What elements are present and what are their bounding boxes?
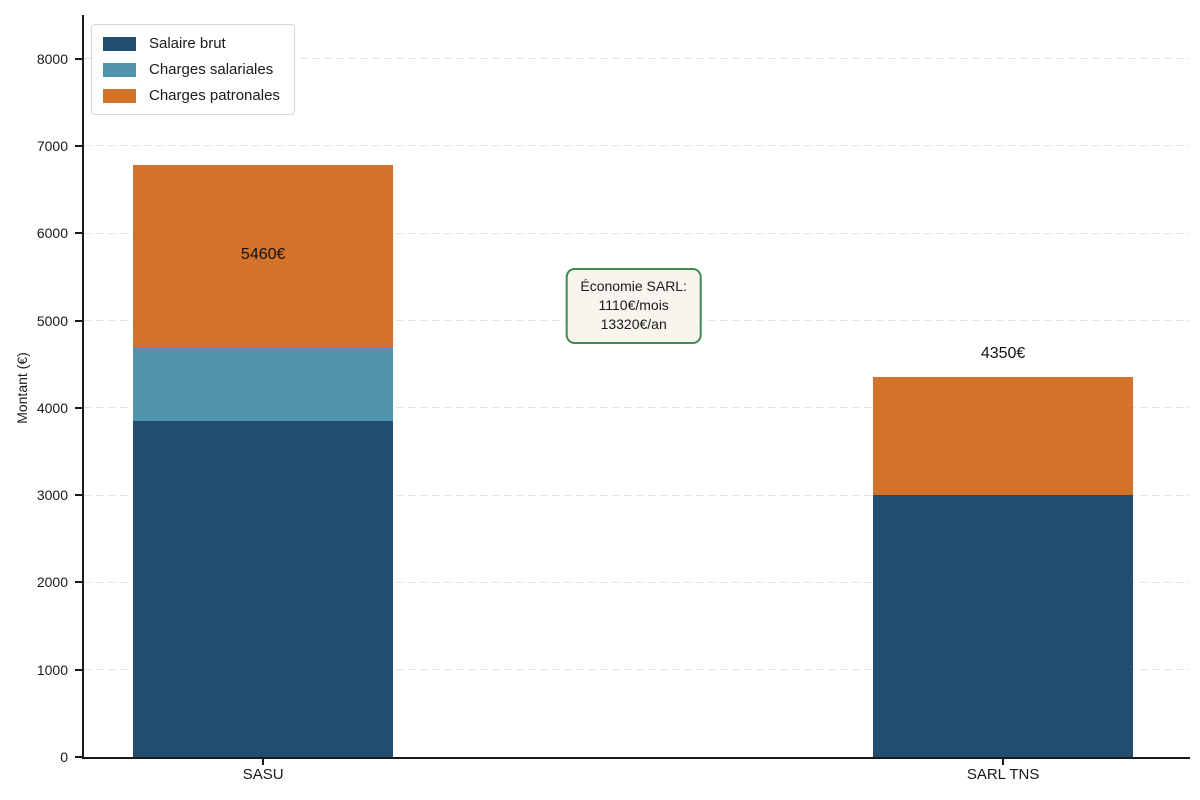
legend-item-charges-patronales: Charges patronales [103, 87, 280, 104]
y-tick-label-4000: 4000 [36, 399, 68, 416]
x-tick-mark-sasu [262, 759, 265, 765]
x-tick-mark-sarl-tns [1002, 759, 1005, 765]
y-tick-mark-0 [75, 756, 82, 758]
y-tick-mark-7000 [75, 144, 82, 147]
legend-swatch-icon [103, 36, 136, 51]
bar-value-label-sarl-tns: 4350€ [980, 344, 1026, 362]
y-tick-label-0: 0 [60, 749, 68, 765]
legend-swatch-icon [103, 88, 136, 103]
y-tick-mark-4000 [75, 406, 82, 409]
annotation-line-3: 13320€/an [600, 316, 667, 333]
x-tick-label-sasu: SASU [242, 766, 284, 783]
annotation-economie-sarl: Économie SARL: 1110€/mois 13320€/an [565, 267, 702, 344]
y-tick-label-2000: 2000 [36, 574, 68, 591]
legend-label: Charges patronales [149, 87, 280, 104]
y-tick-mark-6000 [75, 232, 82, 235]
bar-segment [133, 165, 394, 347]
legend-item-charges-salariales: Charges salariales [103, 61, 280, 78]
gridline-3000 [84, 494, 1190, 496]
legend-swatch-icon [103, 62, 136, 77]
legend-item-salaire-brut: Salaire brut [103, 35, 280, 52]
bar-segment [873, 377, 1134, 496]
y-tick-mark-2000 [75, 581, 82, 584]
y-tick-label-6000: 6000 [36, 225, 68, 242]
bar-segment [133, 346, 394, 421]
gridline-1000 [84, 669, 1190, 671]
y-tick-mark-3000 [75, 494, 82, 497]
bar-segment [133, 420, 394, 757]
y-tick-label-1000: 1000 [36, 661, 68, 678]
gridline-8000 [84, 58, 1190, 60]
x-tick-label-sarl-tns: SARL TNS [966, 766, 1040, 783]
gridline-2000 [84, 581, 1190, 583]
annotation-line-1: Économie SARL: [580, 277, 687, 294]
y-tick-label-5000: 5000 [36, 312, 68, 329]
plot-area: Économie SARL: 1110€/mois 13320€/an 5460… [82, 15, 1190, 759]
gridline-4000 [84, 407, 1190, 409]
legend: Salaire brut Charges salariales Charges pa… [91, 24, 295, 115]
y-tick-mark-8000 [75, 57, 82, 60]
bar-value-label-sasu: 5460€ [240, 246, 286, 264]
legend-label: Salaire brut [149, 35, 226, 52]
gridline-7000 [84, 145, 1190, 147]
y-tick-label-8000: 8000 [36, 50, 68, 67]
y-tick-label-7000: 7000 [36, 137, 68, 154]
gridline-6000 [84, 232, 1190, 234]
y-tick-mark-1000 [75, 668, 82, 671]
annotation-line-2: 1110€/mois [598, 297, 669, 314]
bar-segment [873, 495, 1134, 757]
y-tick-mark-5000 [75, 319, 82, 322]
y-tick-label-3000: 3000 [36, 487, 68, 504]
legend-label: Charges salariales [149, 61, 274, 78]
